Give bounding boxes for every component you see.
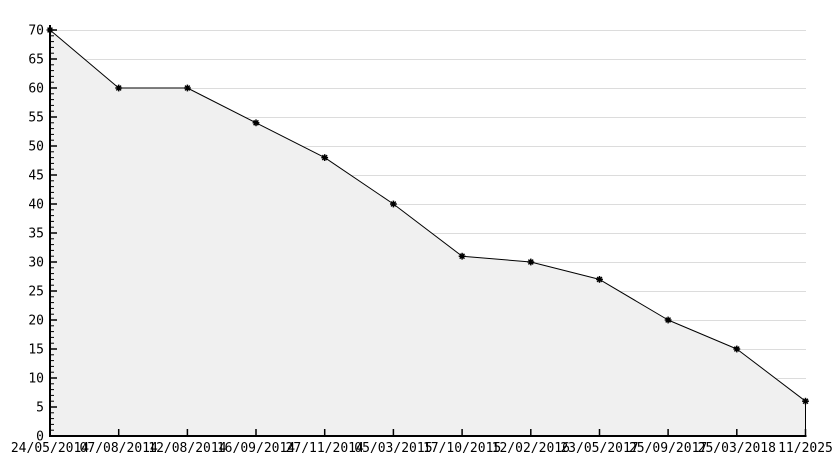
x-axis-tick-label: 16/09/2014	[217, 441, 295, 456]
data-point-marker	[664, 316, 672, 324]
y-axis-tick-label: 65	[28, 53, 44, 68]
y-axis-tick-label: 40	[28, 198, 44, 213]
y-axis-tick-label: 15	[28, 343, 44, 358]
x-axis-tick-label: 27/11/2014	[286, 441, 364, 456]
tick-labels-layer: 0 5 10 15 20 25 30 35 40 45 50 55 60 65 70 24/05/201407…	[11, 24, 833, 457]
y-axis-tick-label: 50	[28, 140, 44, 155]
y-axis-tick-label: 35	[28, 227, 44, 242]
marker-center	[391, 202, 396, 206]
data-point-marker	[802, 397, 809, 405]
x-axis-tick-label: 07/08/2014	[80, 441, 158, 456]
x-axis-tick-label: 11/2025	[778, 441, 833, 456]
x-axis-tick-label: 25/09/2017	[629, 441, 707, 456]
marker-center	[803, 399, 808, 404]
data-point-marker	[733, 345, 741, 353]
data-point-marker	[252, 119, 260, 127]
data-point-marker	[390, 200, 397, 208]
y-axis-tick-label: 60	[28, 82, 44, 97]
data-point-marker	[596, 276, 603, 283]
marker-center	[597, 277, 602, 282]
marker-center	[116, 86, 121, 90]
marker-center	[734, 347, 739, 351]
marker-center	[666, 318, 671, 322]
y-axis-tick-label: 70	[28, 24, 44, 39]
marker-center	[185, 86, 190, 90]
x-axis-tick-label: 05/03/2015	[354, 441, 432, 456]
data-point-marker	[184, 84, 191, 92]
y-axis-tick-label: 25	[28, 285, 44, 300]
y-axis-tick-label: 0	[36, 430, 44, 445]
y-axis-tick-label: 10	[28, 372, 44, 387]
y-axis-tick-label: 55	[28, 111, 44, 126]
marker-center	[254, 120, 258, 125]
data-point-marker	[458, 252, 466, 260]
marker-center	[322, 155, 327, 160]
y-axis-tick-label: 30	[28, 256, 44, 271]
data-point-markers-layer	[46, 26, 809, 405]
data-point-marker	[115, 84, 123, 92]
y-axis-tick-label: 20	[28, 314, 44, 329]
y-axis-tick-label: 5	[36, 401, 44, 416]
x-axis-tick-label: 17/10/2015	[423, 441, 501, 456]
x-axis-tick-label: 12/02/2016	[492, 441, 570, 456]
axes-layer	[49, 25, 807, 437]
x-axis-tick-label: 12/08/2014	[148, 441, 226, 456]
marker-center	[528, 260, 533, 264]
x-axis-tick-label: 25/03/2018	[698, 441, 776, 456]
data-point-marker	[321, 154, 329, 161]
x-axis-tick-label: 23/05/2017	[560, 441, 638, 456]
marker-center	[460, 254, 465, 259]
x-axis-tick-label: 24/05/2014	[11, 441, 89, 456]
y-axis-tick-label: 45	[28, 169, 44, 184]
data-point-marker	[527, 258, 535, 266]
